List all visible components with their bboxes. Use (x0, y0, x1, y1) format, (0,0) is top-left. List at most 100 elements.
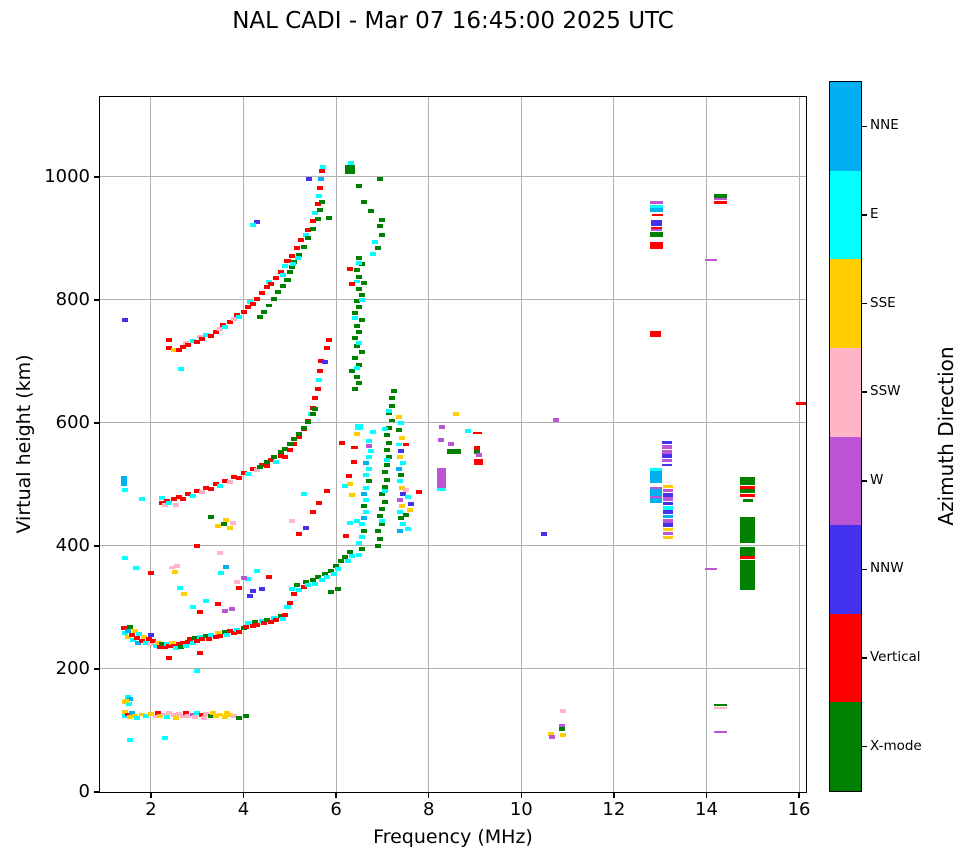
data-point (321, 360, 328, 365)
data-point (663, 532, 673, 536)
data-point (196, 651, 203, 655)
data-point (282, 454, 289, 459)
data-point (254, 622, 261, 627)
data-point (353, 374, 360, 379)
data-point (474, 449, 481, 454)
data-point (367, 448, 374, 453)
data-point (351, 387, 358, 392)
data-point (147, 711, 154, 716)
data-point (171, 569, 178, 574)
y-tick (94, 791, 100, 793)
data-point (205, 636, 212, 641)
data-point (194, 711, 201, 716)
data-point (210, 710, 217, 715)
data-point (217, 326, 224, 331)
data-point (261, 309, 268, 314)
data-point (181, 591, 188, 596)
data-point (320, 165, 327, 170)
data-point (249, 222, 256, 227)
data-point (305, 228, 312, 233)
data-point (365, 444, 372, 449)
data-point (663, 536, 673, 539)
data-point (161, 735, 168, 740)
data-point (272, 618, 279, 623)
data-point (136, 631, 143, 636)
data-point (140, 635, 147, 639)
data-point (438, 425, 445, 430)
data-point (122, 631, 129, 636)
data-point (154, 710, 161, 715)
data-point (415, 489, 422, 494)
data-point (662, 454, 672, 459)
data-point (178, 644, 185, 649)
data-point (559, 732, 566, 737)
data-point (235, 715, 242, 720)
data-point (303, 232, 310, 237)
data-point (270, 455, 277, 460)
data-point (286, 448, 293, 453)
data-point (215, 602, 222, 607)
data-point (652, 213, 664, 217)
data-point (289, 253, 296, 258)
data-point (229, 521, 236, 526)
data-point (268, 281, 275, 286)
data-point (381, 427, 388, 432)
data-point (316, 208, 323, 213)
data-point (166, 711, 173, 716)
colorbar-title: Azimuth Direction (934, 346, 958, 526)
data-point (370, 429, 377, 434)
data-point (398, 504, 405, 508)
data-point (367, 208, 374, 213)
data-point (473, 459, 483, 466)
data-point (127, 625, 134, 630)
data-point (194, 638, 201, 643)
data-point (312, 396, 319, 401)
data-point (649, 498, 662, 503)
data-point (300, 491, 307, 496)
data-point (221, 478, 228, 483)
data-point (131, 628, 138, 633)
data-point (315, 377, 322, 382)
data-point (379, 492, 386, 497)
data-point (175, 494, 182, 499)
data-point (166, 644, 173, 649)
data-point (386, 408, 393, 413)
data-point (356, 362, 363, 367)
data-point (379, 519, 386, 524)
data-point (127, 697, 134, 702)
data-point (231, 713, 238, 718)
data-point (377, 176, 384, 181)
data-point (286, 441, 293, 446)
data-point (384, 448, 391, 453)
data-point (130, 638, 137, 643)
data-point (360, 491, 367, 496)
data-point (263, 460, 270, 465)
data-point (316, 368, 323, 373)
data-point (649, 495, 662, 498)
data-point (124, 694, 131, 699)
data-point (194, 489, 201, 494)
data-point (356, 274, 363, 279)
data-point (739, 477, 755, 486)
data-point (323, 488, 330, 493)
data-point (548, 735, 555, 740)
data-point (309, 578, 316, 583)
plot-area (100, 97, 806, 792)
data-point (203, 711, 210, 716)
data-point (129, 711, 136, 716)
data-point (231, 475, 238, 480)
data-point (208, 515, 215, 520)
data-point (121, 626, 128, 631)
data-point (215, 631, 222, 636)
data-point (277, 450, 284, 455)
data-point (662, 463, 672, 467)
data-point (319, 577, 326, 582)
y-tick-label: 0 (78, 781, 90, 802)
data-point (662, 444, 672, 450)
data-point (358, 297, 365, 302)
x-tick-label: 14 (695, 799, 718, 820)
data-point (400, 460, 407, 465)
data-point (171, 497, 178, 502)
data-point (663, 484, 673, 488)
